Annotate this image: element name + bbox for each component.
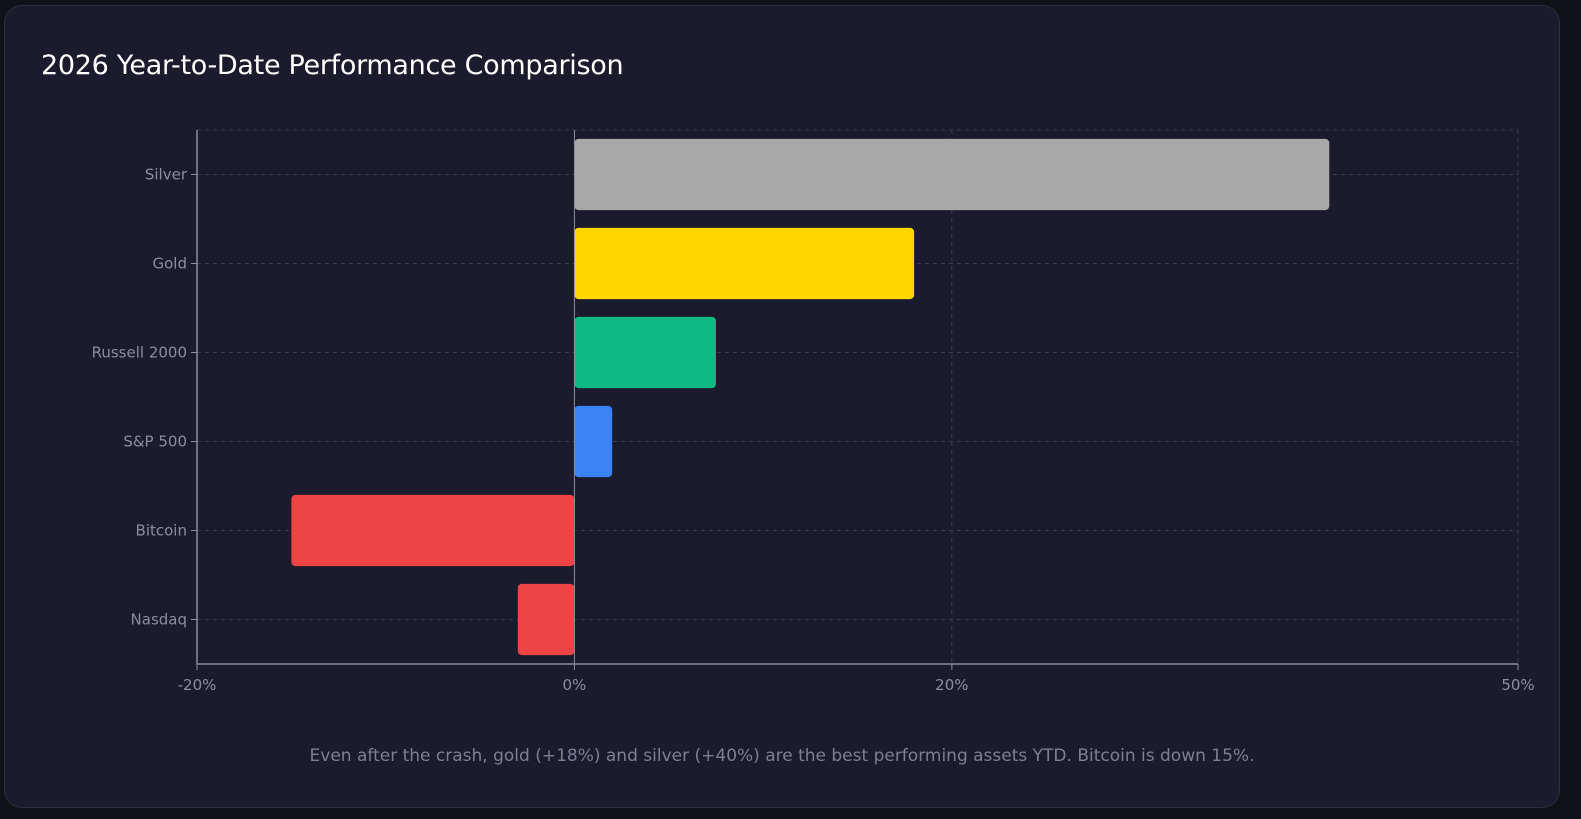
x-axis-labels: -20% 0% 20% 50% — [178, 676, 1535, 694]
axes — [191, 130, 1519, 670]
chart-caption: Even after the crash, gold (+18%) and si… — [309, 746, 1255, 766]
x-tick-label: 50% — [1501, 676, 1534, 694]
y-tick-label: Nasdaq — [131, 611, 187, 629]
bar-bitcoin — [291, 494, 575, 567]
chart-title: 2026 Year-to-Date Performance Comparison — [41, 50, 624, 81]
y-axis-labels: Silver Gold Russell 2000 S&P 500 Bitcoin Nasd… — [92, 166, 188, 629]
bar-s-p-500 — [574, 405, 613, 478]
bar-gold — [574, 227, 915, 300]
y-tick-label: Gold — [153, 255, 188, 273]
x-tick-label: -20% — [178, 676, 217, 694]
x-tick-label: 0% — [563, 676, 587, 694]
bar-russell-2000 — [574, 316, 716, 389]
y-tick-label: S&P 500 — [123, 433, 187, 451]
grid-lines — [197, 129, 1519, 664]
y-tick-label: Silver — [145, 166, 188, 184]
chart-card: 2026 Year-to-Date Performance Comparison… — [4, 5, 1560, 808]
bars — [291, 138, 1330, 656]
bar-chart: Silver Gold Russell 2000 S&P 500 Bitcoin Nasd… — [92, 129, 1535, 694]
y-tick-label: Bitcoin — [136, 522, 187, 540]
bar-silver — [574, 138, 1330, 211]
y-tick-label: Russell 2000 — [92, 344, 187, 362]
x-tick-label: 20% — [935, 676, 968, 694]
bar-nasdaq — [517, 583, 575, 656]
